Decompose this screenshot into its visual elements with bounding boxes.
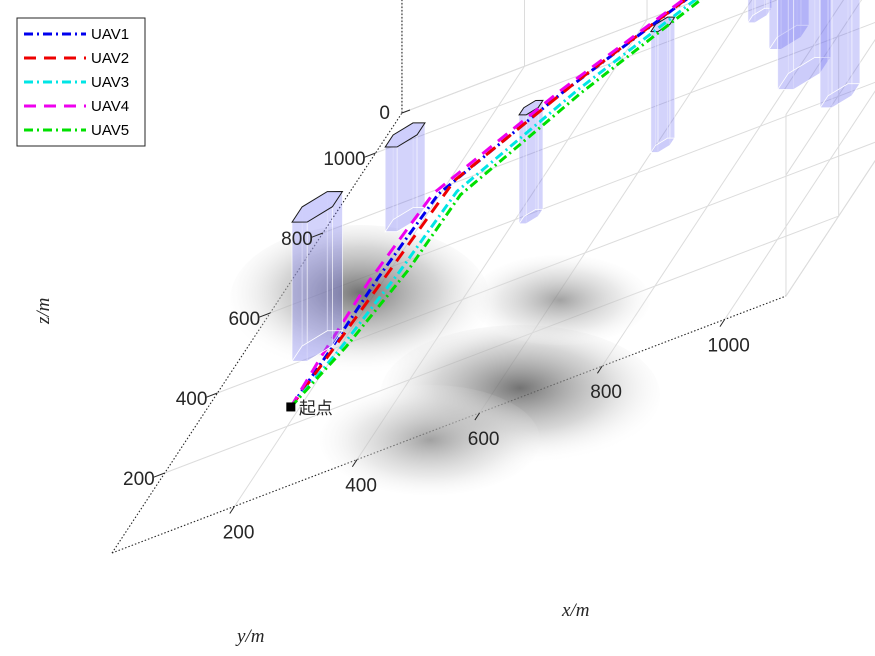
grid-line [375,0,779,154]
y-tick-mark [364,152,376,158]
z-tick-label: 200 [358,0,390,3]
x-tick-mark [351,459,358,468]
x-axis-label: x/m [561,600,589,621]
hill [230,225,490,375]
terrain-surface [230,225,660,495]
y-tick-mark [153,472,165,478]
obstacle-base [768,24,810,50]
x-tick-label: 200 [223,522,255,543]
obstacle-cylinder [649,15,676,154]
grid-line [724,90,875,320]
obstacle-base [291,330,344,362]
uav-path-uav5 [289,0,703,408]
obstacle-face [851,0,861,98]
obstacle-face [819,0,833,109]
obstacle-cylinder [384,121,426,234]
uav-paths [289,0,703,408]
y-tick-mark [206,392,218,398]
obstacle-base [819,83,861,109]
grid-line [601,0,845,367]
x-tick-label: 800 [590,382,622,403]
obstacle-cylinder [747,0,773,25]
uav-path-uav1 [289,0,689,408]
y-tick-label: 400 [176,389,208,410]
obstacles-back [384,0,861,234]
legend-label-uav3: UAV3 [91,74,129,91]
z-axis-label: z/m [33,298,54,325]
markers: 起点 终点 [286,399,333,419]
x-tick-mark [229,506,235,514]
obstacle-cylinder [518,99,544,226]
obstacle-face [650,31,659,153]
obstacle-face [669,15,676,147]
legend-label-uav1: UAV1 [91,26,129,43]
obstacle-top [384,122,426,148]
obstacle-base [650,137,676,153]
z-tick-mark [401,109,411,114]
x-tick-mark [719,319,726,327]
x-tick-label: 1000 [708,335,750,356]
z-tick-label: 0 [379,103,390,124]
y-tick-label: 600 [228,309,260,330]
obstacle-top [518,99,544,116]
x-tick-mark [596,365,603,374]
obstacles-front [291,190,344,363]
hill [320,385,540,495]
hill [470,255,650,345]
y-tick-mark [311,232,324,238]
obstacle-base [384,207,426,233]
obstacle-face [518,114,527,225]
tick-labels: 200 400 600 800 1000 200 400 600 800 1000 0 200 [123,0,750,543]
obstacle-base [747,7,773,24]
legend-label-uav4: UAV4 [91,98,129,115]
y-tick-label: 200 [123,469,155,490]
start-label: 起点 [299,399,333,419]
x-tick-label: 400 [345,476,377,497]
grid-line [401,0,875,297]
legend-label-uav2: UAV2 [91,50,129,67]
obstacle-face [332,190,343,348]
y-tick-label: 800 [281,229,313,250]
legend-label-uav5: UAV5 [91,122,129,139]
obstacle-face [657,23,671,154]
obstacle-cylinder [768,0,810,51]
legend: UAV1 UAV2 UAV3 UAV4 UAV5 [16,17,146,147]
obstacle-base [518,208,544,225]
start-marker [286,402,296,412]
y-tick-mark [258,312,271,318]
y-tick-label: 1000 [323,149,365,170]
x-tick-mark [474,412,481,421]
obstacle-top [291,191,344,223]
uav-path-uav3 [289,0,698,408]
obstacle-cylinder [291,190,344,363]
axis-frame-line [785,0,863,115]
y-axis-label: y/m [235,626,264,647]
obstacle-cylinder [819,0,861,110]
x-tick-label: 600 [468,429,500,450]
